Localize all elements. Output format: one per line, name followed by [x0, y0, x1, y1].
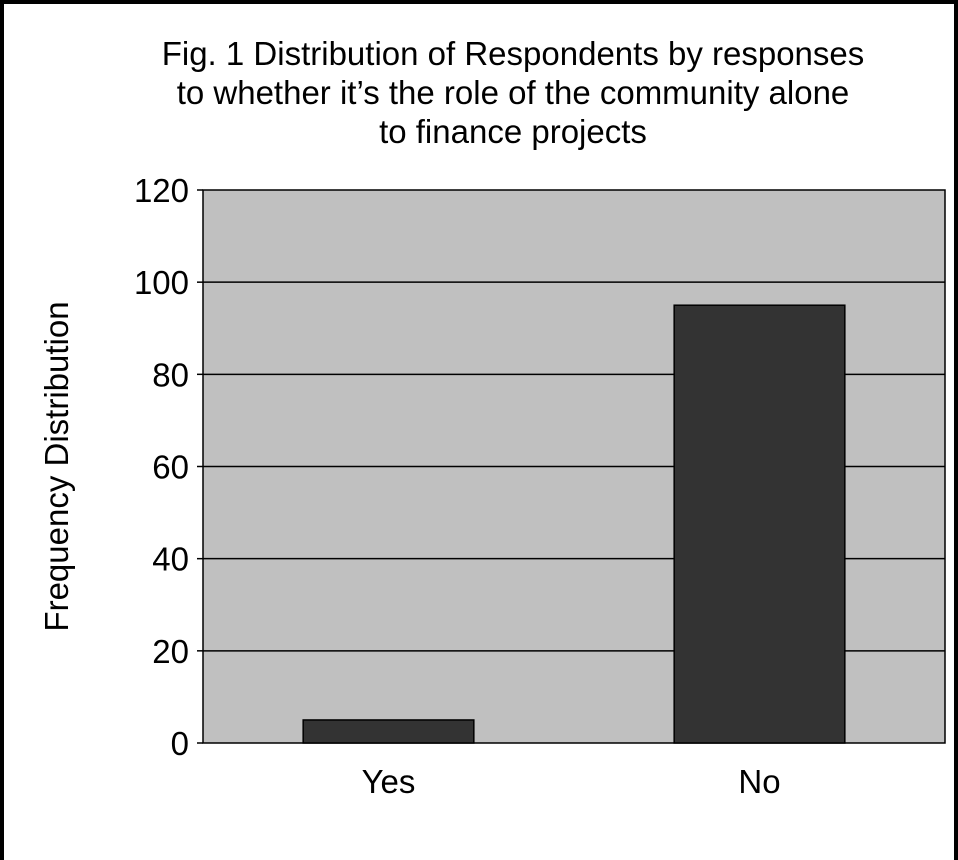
y-tick-label: 0: [171, 725, 189, 762]
chart-title: Fig. 1 Distribution of Respondents by re…: [110, 34, 916, 151]
y-axis-ticks: 0 20 40 60 80 100 120: [134, 172, 203, 762]
bar-no: [673, 304, 846, 744]
x-tick-label-no: No: [738, 763, 780, 800]
y-axis-label: Frequency Distribution: [38, 301, 75, 631]
x-tick-label-yes: Yes: [362, 763, 416, 800]
chart-title-line-1: Fig. 1 Distribution of Respondents by re…: [161, 35, 865, 72]
y-tick-label: 120: [134, 172, 189, 209]
y-tick-label: 40: [152, 541, 189, 578]
chart-title-line-3: to finance projects: [379, 113, 647, 150]
y-tick-label: 80: [152, 356, 189, 393]
bar-yes: [302, 719, 475, 744]
x-axis-ticks: Yes No: [362, 763, 781, 800]
chart-title-line-2: to whether it’s the role of the communit…: [176, 74, 850, 111]
y-tick-label: 60: [152, 449, 189, 486]
bars: [302, 304, 846, 744]
y-tick-label: 20: [152, 633, 189, 670]
y-tick-label: 100: [134, 264, 189, 301]
